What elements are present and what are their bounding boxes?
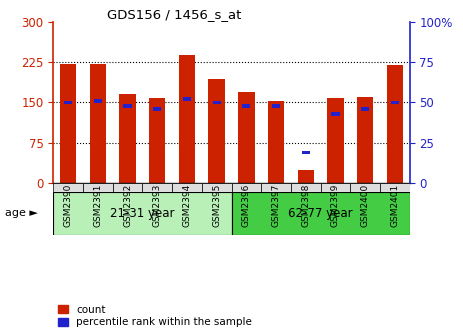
Text: GSM2394: GSM2394 <box>182 184 191 227</box>
Bar <box>90 64 106 183</box>
Bar <box>361 107 369 111</box>
Bar <box>94 99 102 103</box>
Bar <box>327 98 344 183</box>
Text: GSM2398: GSM2398 <box>301 184 310 227</box>
Bar <box>302 151 310 154</box>
Text: 21-31 year: 21-31 year <box>110 207 175 220</box>
Text: GSM2395: GSM2395 <box>212 184 221 227</box>
Bar <box>53 192 232 235</box>
Bar <box>320 183 350 192</box>
Bar <box>380 183 410 192</box>
Text: GSM2393: GSM2393 <box>153 184 162 227</box>
Legend: count, percentile rank within the sample: count, percentile rank within the sample <box>58 305 252 327</box>
Bar <box>149 98 165 183</box>
Text: GSM2392: GSM2392 <box>123 184 132 227</box>
Text: GSM2391: GSM2391 <box>94 184 102 227</box>
Bar <box>350 183 380 192</box>
Bar <box>238 92 255 183</box>
Bar <box>60 64 76 183</box>
Bar <box>213 100 221 104</box>
Text: GSM2396: GSM2396 <box>242 184 251 227</box>
Text: GDS156 / 1456_s_at: GDS156 / 1456_s_at <box>107 8 241 21</box>
Bar <box>332 112 339 116</box>
Bar <box>172 183 202 192</box>
Text: 62-77 year: 62-77 year <box>288 207 353 220</box>
Text: GSM2401: GSM2401 <box>390 184 400 227</box>
Bar <box>183 97 191 101</box>
Bar <box>143 183 172 192</box>
Bar <box>179 55 195 183</box>
Bar <box>83 183 113 192</box>
Bar <box>153 107 161 111</box>
Bar <box>298 170 314 183</box>
Text: GSM2390: GSM2390 <box>63 184 73 227</box>
Text: age ►: age ► <box>5 208 38 218</box>
Bar <box>268 101 284 183</box>
Bar <box>387 65 403 183</box>
Bar <box>232 183 261 192</box>
Text: GSM2399: GSM2399 <box>331 184 340 227</box>
Bar <box>291 183 320 192</box>
Bar <box>53 183 83 192</box>
Bar <box>272 104 280 108</box>
Bar <box>119 94 136 183</box>
Bar <box>208 79 225 183</box>
Bar <box>242 104 250 108</box>
Bar <box>261 183 291 192</box>
Bar <box>113 183 143 192</box>
Bar <box>391 100 399 104</box>
Bar <box>64 100 72 104</box>
Bar <box>124 104 131 108</box>
Bar <box>202 183 232 192</box>
Text: GSM2397: GSM2397 <box>272 184 281 227</box>
Bar <box>357 97 373 183</box>
Text: GSM2400: GSM2400 <box>361 184 369 227</box>
Bar <box>232 192 410 235</box>
